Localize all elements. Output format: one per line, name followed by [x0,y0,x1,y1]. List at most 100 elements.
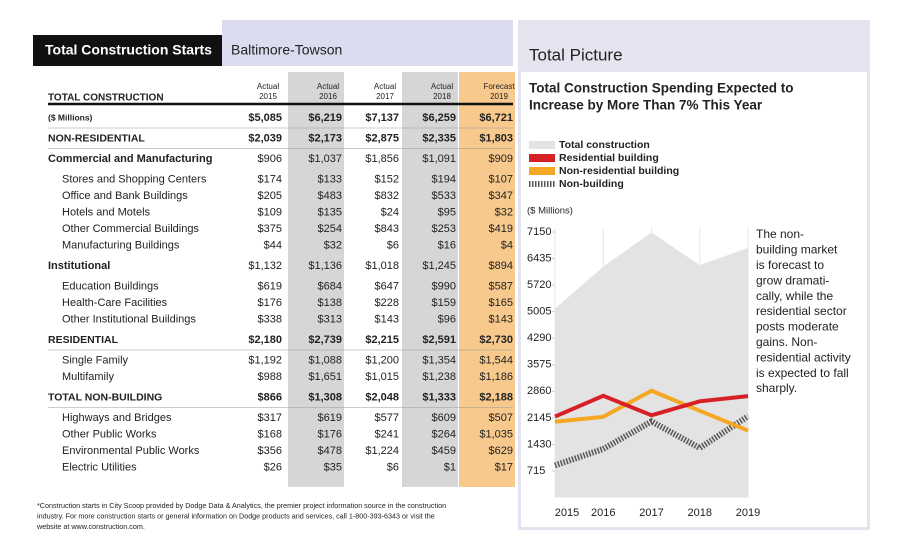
cell-value: $507 [489,412,513,424]
y-tick-label: 2145 [527,412,551,424]
annotation: is forecast to [756,258,824,272]
table-title: TOTAL CONSTRUCTION [48,93,164,104]
cell-value: $32 [324,239,342,251]
legend-label: Non-residential building [559,165,679,177]
cell-value: $317 [258,412,282,424]
cell-value: $168 [258,428,282,440]
cell-value: $176 [258,297,282,309]
cell-value: $629 [489,445,513,457]
x-tick-label: 2017 [639,507,663,519]
row-label: Institutional [48,260,110,272]
column-shade [459,72,515,487]
cell-value: $1,037 [308,153,342,165]
cell-value: $1,238 [422,371,456,383]
cell-value: $1,544 [479,354,513,366]
cell-value: $241 [375,428,399,440]
cell-value: $1,186 [479,371,513,383]
row-label: Commercial and Manufacturing [48,153,212,165]
cell-value: $2,591 [422,334,456,346]
cell-value: $1 [444,461,456,473]
cell-value: $684 [318,280,342,292]
cell-value: $338 [258,313,282,325]
annotation: residential activity [756,350,851,364]
cell-value: $44 [264,239,282,251]
legend-swatch [529,141,555,149]
cell-value: $647 [375,280,399,292]
y-tick-label: 1430 [527,438,551,450]
cell-value: $6,219 [308,112,342,124]
title-banner [33,35,222,66]
cell-value: $264 [432,428,456,440]
row-label: Stores and Shopping Centers [62,173,207,185]
cell-value: $1,018 [365,260,399,272]
cell-value: $109 [258,206,282,218]
cell-value: $165 [489,297,513,309]
cell-value: $24 [381,206,399,218]
row-label: Multifamily [62,371,114,383]
cell-value: $7,137 [365,112,399,124]
cell-value: $2,048 [365,391,399,403]
cell-value: $1,035 [479,428,513,440]
column-shade [288,72,344,487]
cell-value: $2,039 [248,132,282,144]
chart-title: Total Construction Spending Expected to [529,81,794,96]
cell-value: $6,721 [479,112,513,124]
cell-value: $909 [489,153,513,165]
row-label: Other Commercial Buildings [62,223,199,235]
column-kind: Actual [317,82,339,91]
cell-value: $894 [489,260,513,272]
cell-value: $143 [489,313,513,325]
cell-value: $35 [324,461,342,473]
cell-value: $5,085 [248,112,282,124]
cell-value: $313 [318,313,342,325]
cell-value: $2,875 [365,132,399,144]
table-header-region: Baltimore-Towson [231,42,342,58]
x-tick-label: 2018 [688,507,712,519]
cell-value: $254 [318,223,342,235]
column-year: 2018 [433,92,451,101]
cell-value: $107 [489,173,513,185]
line [554,393,749,419]
y-tick-label: 3575 [527,359,551,371]
cell-value: $2,730 [479,334,513,346]
cell-value: $1,224 [365,445,399,457]
annotation: building market [756,243,838,257]
cell-value: $17 [495,461,513,473]
column-year: 2017 [376,92,394,101]
legend-label: Non-building [559,178,624,190]
row-label: TOTAL NON-BUILDING [48,391,162,403]
annotation: is expected to fall [756,366,849,380]
cell-value: $95 [438,206,456,218]
cell-value: $1,333 [422,391,456,403]
legend-swatch [529,167,555,175]
annotation: residential sector [756,304,847,318]
cell-value: $906 [258,153,282,165]
cell-value: $6 [387,461,399,473]
cell-value: $6 [387,239,399,251]
row-label: Manufacturing Buildings [62,239,180,251]
y-tick-label: 7150 [527,226,551,238]
y-tick-label: 715 [527,465,545,477]
column-year: 2015 [259,92,277,101]
cell-value: $6,259 [422,112,456,124]
cell-value: $194 [432,173,456,185]
cell-value: $988 [258,371,282,383]
cell-value: $843 [375,223,399,235]
y-tick-label: 6435 [527,252,551,264]
cell-value: $2,335 [422,132,456,144]
row-label: Other Institutional Buildings [62,313,196,325]
column-year: 2019 [490,92,508,101]
column-shade [402,72,458,487]
x-tick-label: 2019 [736,507,760,519]
cell-value: $533 [432,190,456,202]
x-tick-label: 2016 [591,507,615,519]
area [555,232,748,498]
cell-value: $375 [258,223,282,235]
table-header-title: Total Construction Starts [45,42,212,58]
row-label: Health-Care Facilities [62,297,168,309]
annotation: grow dramati- [756,273,829,287]
legend-label: Total construction [559,139,650,151]
row-label: Single Family [62,354,129,366]
cell-value: $2,215 [365,334,399,346]
